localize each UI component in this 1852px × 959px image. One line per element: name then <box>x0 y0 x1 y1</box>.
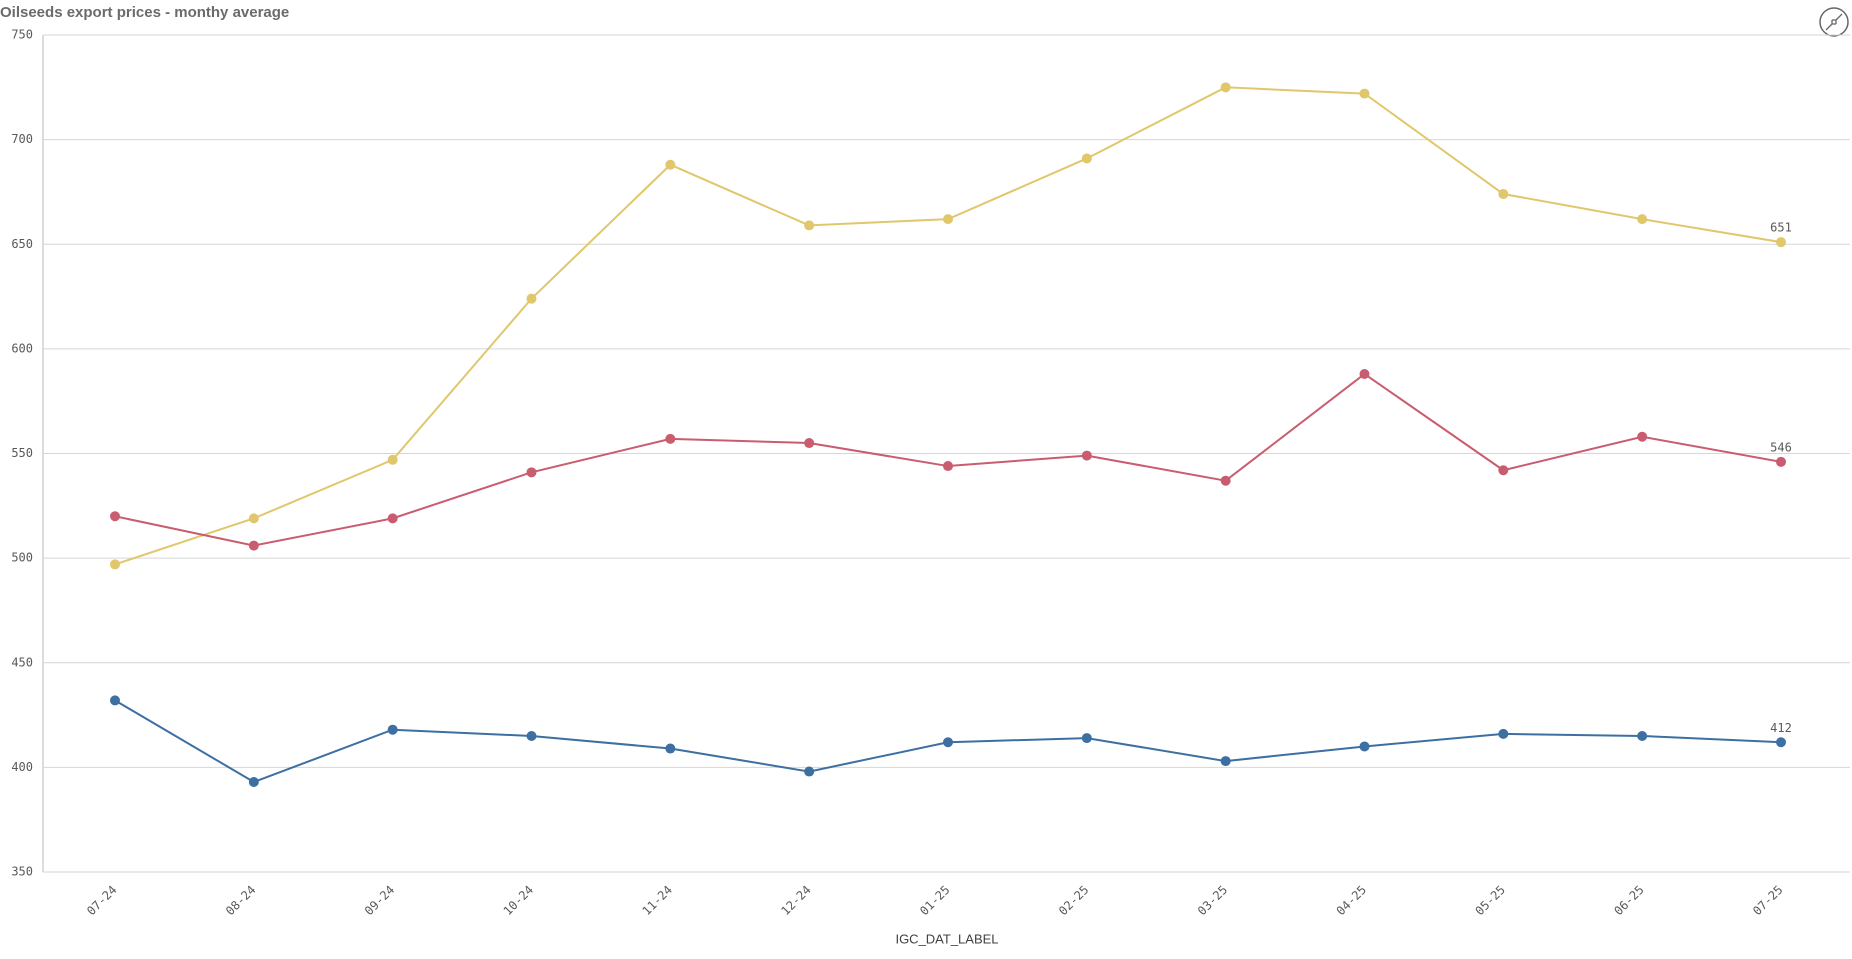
data-point <box>1776 737 1786 748</box>
collapse-button[interactable] <box>1819 7 1849 37</box>
x-tick-label: 05-25 <box>1472 883 1507 918</box>
data-point <box>1081 153 1092 164</box>
data-point <box>804 766 815 777</box>
data-point <box>943 214 953 225</box>
data-point <box>1359 741 1370 752</box>
data-point <box>1776 456 1786 467</box>
data-point <box>1081 450 1092 461</box>
data-point <box>665 159 676 170</box>
data-point <box>1081 733 1092 744</box>
data-point <box>1498 189 1509 200</box>
data-point <box>248 513 259 524</box>
collapse-icon[interactable] <box>1819 7 1849 37</box>
data-point <box>804 220 815 231</box>
data-point <box>943 737 953 748</box>
data-point <box>110 559 120 570</box>
data-point <box>526 730 537 741</box>
y-tick-label: 650 <box>11 237 33 251</box>
data-point <box>110 695 120 706</box>
x-tick-label: 06-25 <box>1611 883 1646 918</box>
data-point <box>1498 465 1509 476</box>
x-tick-label: 07-25 <box>1750 883 1785 918</box>
data-point <box>1220 756 1231 767</box>
x-tick-label: 02-25 <box>1056 883 1091 918</box>
data-point <box>110 511 120 522</box>
y-tick-label: 500 <box>11 551 33 565</box>
x-tick-label: 08-24 <box>223 883 258 918</box>
data-point <box>248 540 259 551</box>
x-tick-label: 09-24 <box>362 883 397 918</box>
data-label: 546 <box>1770 440 1792 454</box>
data-point <box>1220 82 1231 93</box>
data-point <box>1637 730 1648 741</box>
data-point <box>387 454 398 465</box>
y-tick-label: 600 <box>11 341 33 355</box>
data-point <box>943 461 953 472</box>
x-tick-label: 04-25 <box>1334 883 1369 918</box>
data-point <box>665 433 676 444</box>
data-point <box>1776 237 1786 248</box>
data-point <box>387 513 398 524</box>
data-point <box>1637 431 1648 442</box>
data-point <box>387 724 398 735</box>
data-point <box>1637 214 1648 225</box>
data-point <box>526 293 537 304</box>
data-point <box>665 743 676 754</box>
y-tick-label: 750 <box>11 28 33 42</box>
y-tick-label: 350 <box>11 865 33 879</box>
x-tick-label: 10-24 <box>501 883 536 918</box>
y-tick-label: 450 <box>11 655 33 669</box>
collapse-arrows <box>1825 13 1843 31</box>
data-label: 412 <box>1770 721 1792 735</box>
series-line <box>114 372 1782 547</box>
data-point <box>804 438 815 449</box>
x-tick-label: 07-24 <box>84 883 119 918</box>
x-tick-label: 01-25 <box>917 883 952 918</box>
data-point <box>248 777 259 788</box>
y-tick-label: 700 <box>11 132 33 146</box>
data-label: 651 <box>1770 221 1792 235</box>
y-tick-label: 400 <box>11 760 33 774</box>
series-line <box>114 86 1782 566</box>
data-point <box>526 467 537 478</box>
x-tick-label: 12-24 <box>778 883 813 918</box>
x-axis-title: IGC_DAT_LABEL <box>895 931 998 946</box>
y-tick-label: 550 <box>11 446 33 460</box>
x-tick-label: 03-25 <box>1195 883 1230 918</box>
data-point <box>1359 88 1370 99</box>
data-point <box>1359 368 1370 379</box>
data-point <box>1498 728 1509 739</box>
data-point <box>1220 475 1231 486</box>
chart-title: Oilseeds export prices - monthy average <box>0 4 289 21</box>
x-tick-label: 11-24 <box>639 883 674 918</box>
